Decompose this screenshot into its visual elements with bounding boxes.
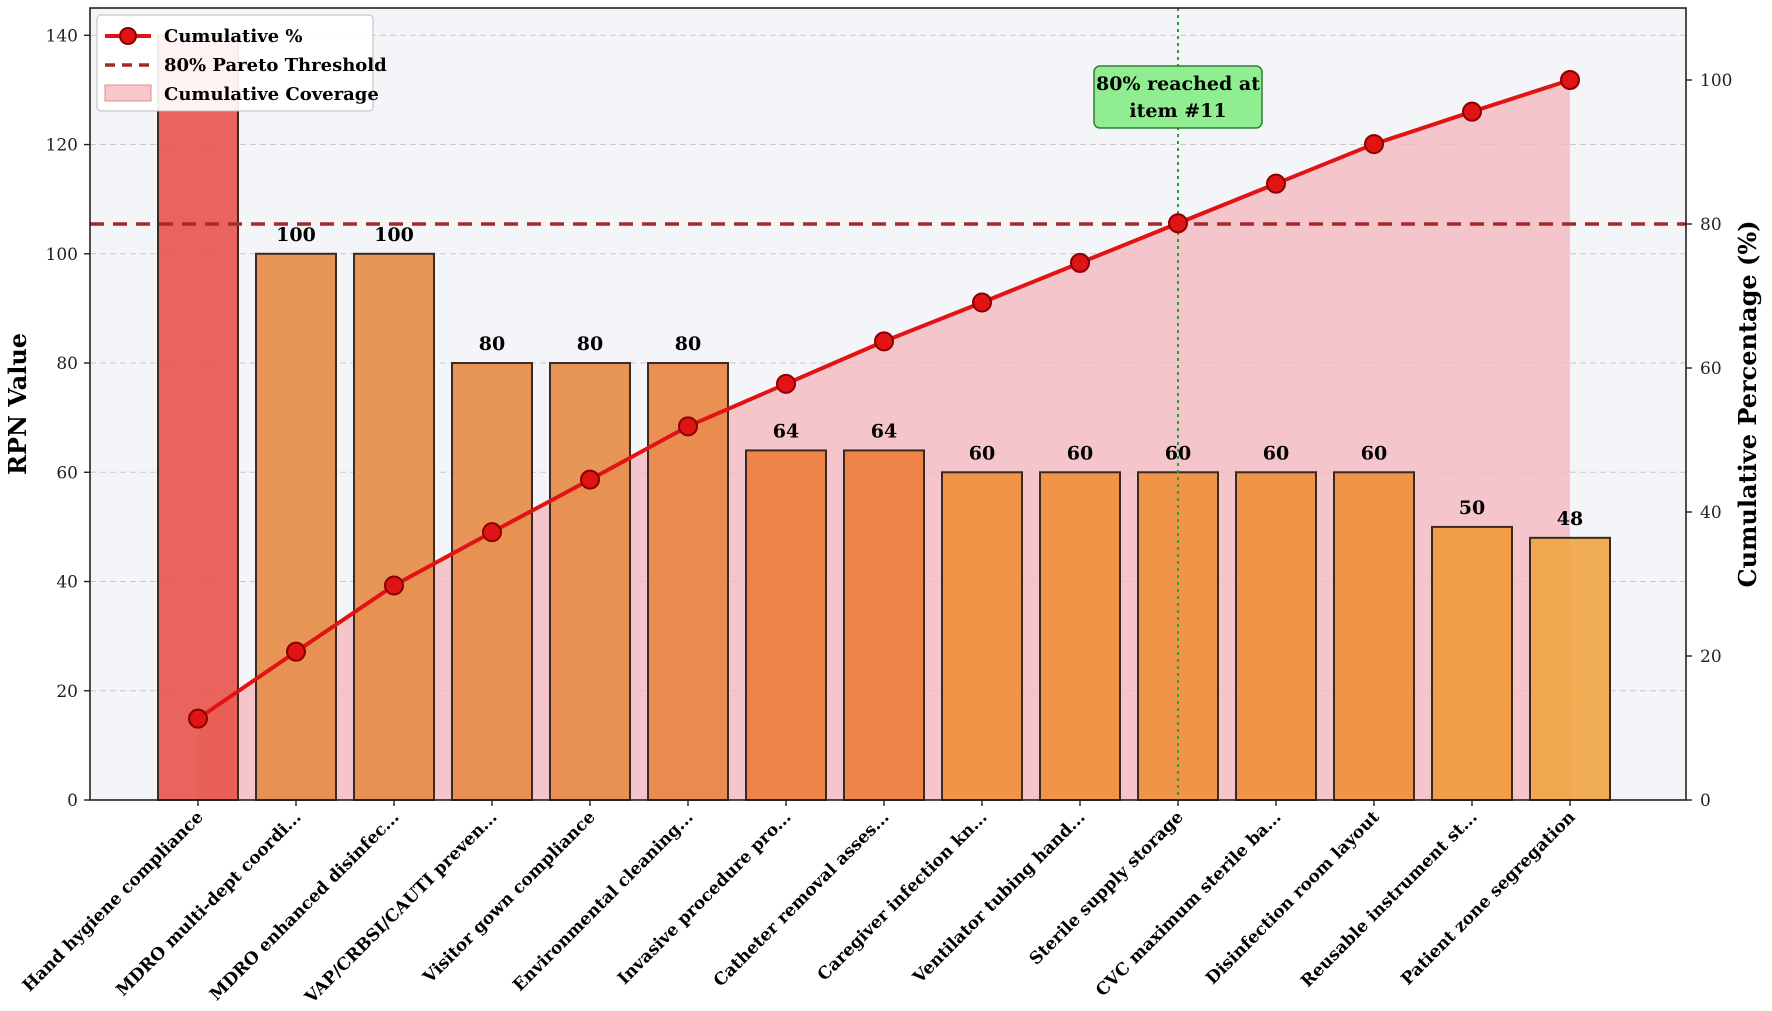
y-axis-title: RPN Value xyxy=(3,333,32,475)
cumulative-point xyxy=(1070,252,1090,273)
x-category-label: Environmental cleaning... xyxy=(509,807,697,995)
cumulative-point xyxy=(1266,173,1286,194)
bar xyxy=(1235,471,1317,801)
plot-frame xyxy=(89,7,1687,801)
legend-label-coverage: Cumulative Coverage xyxy=(164,84,379,105)
bar-value-label: 80 xyxy=(577,333,603,355)
coverage-overlay xyxy=(198,80,1570,800)
cumulative-point xyxy=(384,575,404,596)
bar xyxy=(451,362,533,801)
cumulative-point xyxy=(972,292,992,313)
x-category-label: Hand hygiene compliance xyxy=(19,807,208,996)
legend: Cumulative % 80% Pareto Threshold Cumulati… xyxy=(96,14,387,112)
legend-box xyxy=(96,14,374,112)
cumulative-point xyxy=(482,522,502,543)
y2-tick-label: 20 xyxy=(1700,647,1722,667)
bar-value-label: 64 xyxy=(773,420,799,442)
x-category-label: MDRO multi-dept coordi... xyxy=(112,807,305,1000)
y-tick-label: 0 xyxy=(67,791,78,811)
y2-tick-label: 60 xyxy=(1700,359,1722,379)
x-category-label: Invasive procedure pro... xyxy=(614,807,796,989)
y2-tick-label: 0 xyxy=(1700,791,1711,811)
coverage-area xyxy=(198,80,1570,800)
x-category-label: Patient zone segregation xyxy=(1397,807,1579,989)
y-tick-label: 60 xyxy=(56,463,78,483)
cumulative-point xyxy=(1560,70,1580,90)
x-category-label: MDRO enhanced disinfec... xyxy=(206,807,403,1004)
bar xyxy=(1431,525,1513,801)
bars xyxy=(157,34,1611,802)
x-category-label: Catheter removal asses... xyxy=(710,807,894,991)
cumulative-point xyxy=(874,331,894,352)
y-tick-label: 20 xyxy=(56,682,78,702)
bar xyxy=(353,252,435,802)
bar-value-label: 60 xyxy=(1165,442,1191,464)
cumulative-point xyxy=(1364,134,1384,155)
y-axis-right: 0 20 40 60 80 100 Cumulative Percentage (%) xyxy=(1686,71,1762,811)
bar-value-label: 60 xyxy=(969,442,995,464)
bar xyxy=(1333,471,1415,801)
y-tick-label: 140 xyxy=(46,26,78,46)
bar-value-label: 100 xyxy=(276,224,316,246)
legend-coverage-swatch xyxy=(104,84,152,102)
annotation-box xyxy=(1093,65,1263,129)
y2-tick-label: 100 xyxy=(1700,71,1732,91)
y-tick-label: 80 xyxy=(56,354,78,374)
bar-value-label: 100 xyxy=(374,224,414,246)
x-category-label: Reusable instrument st... xyxy=(1297,807,1481,991)
y-tick-label: 100 xyxy=(46,245,78,265)
x-category-label: VAP/CRBSI/CAUTI preven... xyxy=(301,807,502,1008)
x-category-label: Disinfection room layout xyxy=(1202,807,1383,988)
cumulative-point xyxy=(580,469,600,490)
bar-value-label: 60 xyxy=(1067,442,1093,464)
annotation-line-2: item #11 xyxy=(1129,100,1226,122)
cumulative-point xyxy=(286,641,306,662)
y-tick-label: 120 xyxy=(46,136,78,156)
bar xyxy=(549,362,631,801)
bar-value-label: 80 xyxy=(479,333,505,355)
bar-value-label: 50 xyxy=(1459,497,1485,519)
legend-label-cumulative: Cumulative % xyxy=(164,26,302,47)
bar-value-label: 64 xyxy=(871,420,897,442)
legend-label-threshold: 80% Pareto Threshold xyxy=(164,55,387,76)
bar-value-label: 60 xyxy=(1361,442,1387,464)
bar xyxy=(745,449,827,801)
cumulative-point xyxy=(776,373,796,394)
bar xyxy=(941,471,1023,801)
plot-border xyxy=(89,7,1687,801)
y2-axis-title: Cumulative Percentage (%) xyxy=(1733,220,1762,587)
legend-marker-swatch xyxy=(119,27,137,45)
x-category-label: Caregiver infection kn... xyxy=(814,807,992,985)
annotation-line-1: 80% reached at xyxy=(1096,73,1260,95)
bar xyxy=(157,34,239,801)
x-category-label: Visitor gown compliance xyxy=(419,807,600,988)
threshold-annotation: 80% reached at item #11 xyxy=(1093,65,1263,129)
bar-value-label: 60 xyxy=(1263,442,1289,464)
y2-tick-label: 80 xyxy=(1700,215,1722,235)
x-category-label: CVC maximum sterile ba... xyxy=(1092,807,1285,1000)
cumulative-point xyxy=(1462,101,1482,122)
cumulative-point xyxy=(188,708,208,729)
x-category-label: Ventilator tubing hand... xyxy=(909,807,1090,988)
bar xyxy=(255,252,337,802)
cumulative-line xyxy=(188,70,1580,729)
cumulative-point xyxy=(678,416,698,437)
bar-value-label: 80 xyxy=(675,333,701,355)
bar xyxy=(843,449,925,801)
bar xyxy=(1039,471,1121,801)
bar-value-labels: 100 100 80 80 80 64 64 60 60 60 60 60 50 48 xyxy=(276,224,1583,530)
y2-tick-label: 40 xyxy=(1700,503,1722,523)
y-axis-left: 0 20 40 60 80 100 120 140 RPN Value xyxy=(3,26,90,811)
y-tick-label: 40 xyxy=(56,573,78,593)
bar xyxy=(1529,536,1611,801)
bar-value-label: 48 xyxy=(1557,508,1583,530)
cumulative-coverage-area xyxy=(198,80,1570,800)
cumulative-point xyxy=(1168,213,1188,234)
